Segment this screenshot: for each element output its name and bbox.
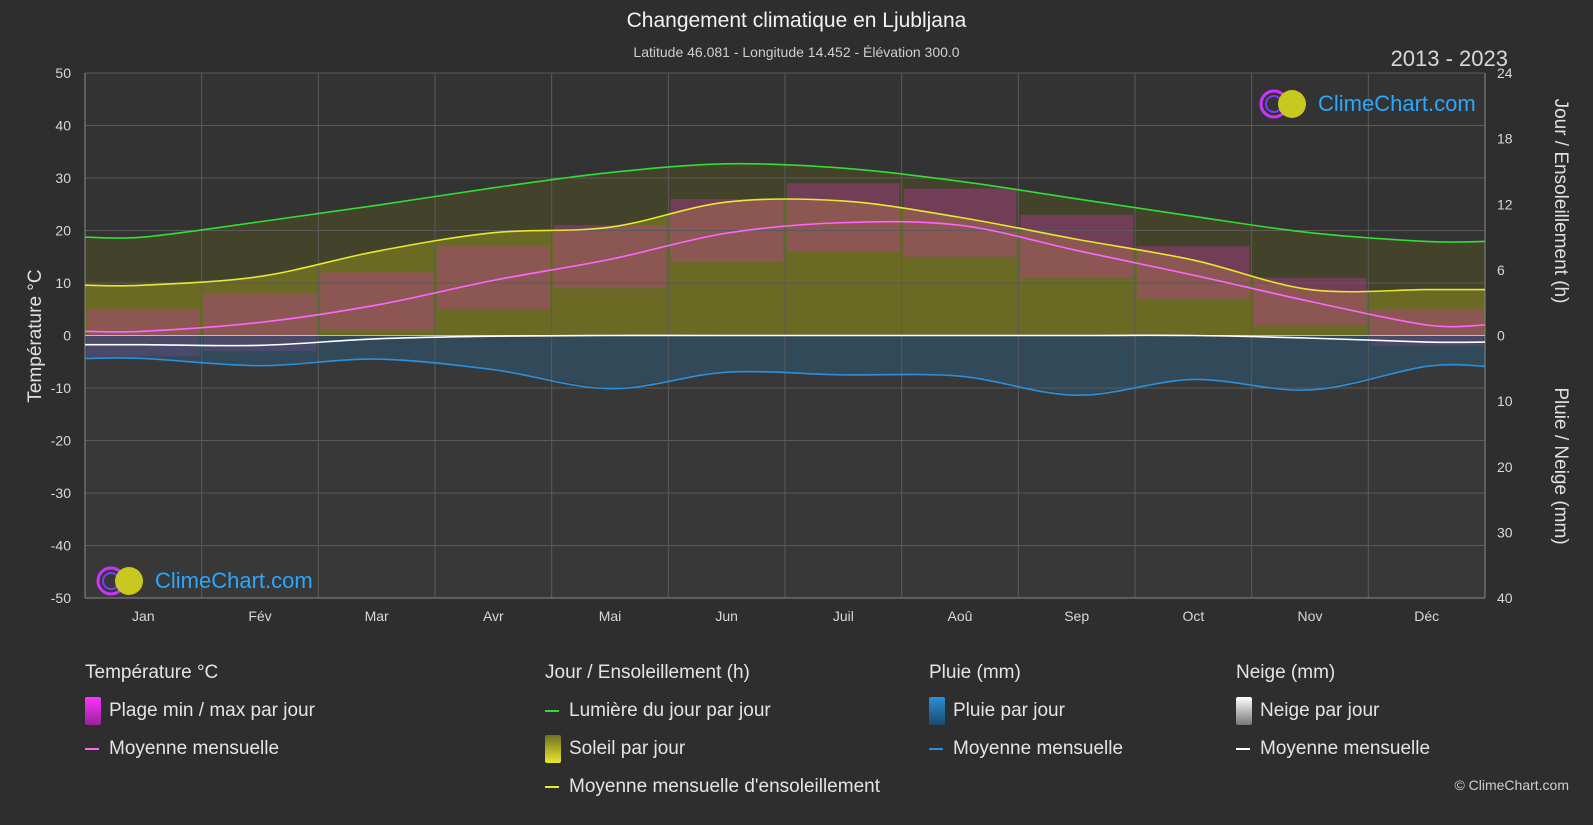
- left-tick-label: -30: [51, 485, 71, 501]
- x-tick-label: Déc: [1414, 608, 1439, 624]
- right-bottom-tick-label: 20: [1497, 459, 1513, 475]
- logo-top: ClimeChart.com: [1258, 84, 1476, 124]
- x-tick-label: Sep: [1064, 608, 1089, 624]
- rain-mean-line: [84, 357, 1486, 397]
- temp-range-bar: [787, 183, 900, 252]
- legend-rain: Pluie (mm) Pluie par jour Moyenne mensue…: [929, 662, 1123, 774]
- logo-icon: [1258, 84, 1314, 124]
- left-tick-label: 0: [63, 328, 71, 344]
- temp-mean-line: [84, 220, 1486, 333]
- right-bottom-tick-label: 10: [1497, 393, 1513, 409]
- temp-range-bar: [553, 225, 667, 289]
- right-axis-title-bottom: Pluie / Neige (mm): [1550, 387, 1571, 545]
- right-top-tick-label: 24: [1497, 65, 1513, 81]
- logo-text: ClimeChart.com: [155, 568, 313, 593]
- legend-item-sunshine-mean: Moyenne mensuelle d'ensoleillement: [545, 774, 880, 800]
- legend-temperature: Température °C Plage min / max par jour …: [85, 662, 315, 774]
- copyright: © ClimeChart.com: [1454, 777, 1569, 793]
- legend-item-rain: Pluie par jour: [929, 697, 1123, 725]
- x-tick-label: Aoû: [948, 608, 973, 624]
- x-tick-label: Jan: [132, 608, 155, 624]
- swatch-daylight: [545, 710, 559, 712]
- legend-title: Température °C: [85, 662, 219, 683]
- right-bottom-tick-label: 40: [1497, 590, 1513, 606]
- legend-item-temp-range: Plage min / max par jour: [85, 697, 315, 725]
- left-tick-label: 50: [55, 65, 71, 81]
- left-tick-label: 10: [55, 275, 71, 291]
- legend-item-sunshine: Soleil par jour: [545, 735, 880, 763]
- temp-range-bar: [437, 246, 550, 310]
- legend-title: Jour / Ensoleillement (h): [545, 662, 750, 683]
- temp-range-bar: [320, 272, 433, 331]
- right-axis-title-top: Jour / Ensoleillement (h): [1550, 98, 1571, 304]
- left-tick-label: -10: [51, 380, 71, 396]
- logo-bottom: ClimeChart.com: [95, 561, 313, 601]
- temp-range-bar: [87, 309, 200, 357]
- swatch-temp-mean: [85, 748, 99, 750]
- legend-sun: Jour / Ensoleillement (h) Lumière du jou…: [545, 662, 880, 812]
- legend-item-daylight: Lumière du jour par jour: [545, 698, 880, 724]
- legend-title: Neige (mm): [1236, 662, 1336, 683]
- x-tick-label: Avr: [483, 608, 504, 624]
- right-top-tick-label: 12: [1497, 196, 1513, 212]
- logo-text: ClimeChart.com: [1318, 91, 1476, 116]
- chart-title: Changement climatique en Ljubljana: [626, 9, 967, 32]
- temp-range-bar: [1370, 309, 1483, 346]
- swatch-sunshine-mean: [545, 786, 559, 788]
- x-tick-label: Fév: [248, 608, 271, 624]
- x-tick-label: Mar: [365, 608, 389, 624]
- year-range: 2013 - 2023: [1390, 46, 1508, 71]
- x-tick-label: Nov: [1298, 608, 1323, 624]
- legend-snow: Neige (mm) Neige par jour Moyenne mensue…: [1236, 662, 1430, 774]
- swatch-rain: [929, 697, 945, 725]
- legend-item-rain-mean: Moyenne mensuelle: [929, 736, 1123, 762]
- left-tick-label: -50: [51, 590, 71, 606]
- swatch-sunshine: [545, 735, 561, 763]
- left-tick-label: 40: [55, 118, 71, 134]
- swatch-snow: [1236, 697, 1252, 725]
- right-top-tick-label: 0: [1497, 328, 1505, 344]
- right-bottom-tick-label: 30: [1497, 524, 1513, 540]
- sunshine-mean-line: [84, 198, 1485, 293]
- x-tick-label: Juil: [833, 608, 854, 624]
- left-tick-label: -40: [51, 538, 71, 554]
- left-axis-title: Température °C: [25, 269, 46, 403]
- x-tick-label: Mai: [599, 608, 622, 624]
- x-tick-label: Oct: [1182, 608, 1204, 624]
- swatch-snow-mean: [1236, 748, 1250, 750]
- x-tick-label: Jun: [715, 608, 738, 624]
- logo-icon: [95, 561, 151, 601]
- legend-item-snow: Neige par jour: [1236, 697, 1430, 725]
- left-tick-label: -20: [51, 433, 71, 449]
- legend-item-snow-mean: Moyenne mensuelle: [1236, 736, 1430, 762]
- legend-title: Pluie (mm): [929, 662, 1021, 683]
- temp-range-bar: [1137, 246, 1250, 299]
- legend-item-temp-mean: Moyenne mensuelle: [85, 736, 315, 762]
- chart-subtitle: Latitude 46.081 - Longitude 14.452 - Élé…: [633, 44, 960, 60]
- daylight-line: [84, 162, 1486, 243]
- left-tick-label: 20: [55, 223, 71, 239]
- left-tick-label: 30: [55, 170, 71, 186]
- swatch-rain-mean: [929, 748, 943, 750]
- right-top-tick-label: 6: [1497, 262, 1505, 278]
- swatch-temp-range: [85, 697, 101, 725]
- right-top-tick-label: 18: [1497, 131, 1513, 147]
- snow-mean-line: [84, 334, 1486, 347]
